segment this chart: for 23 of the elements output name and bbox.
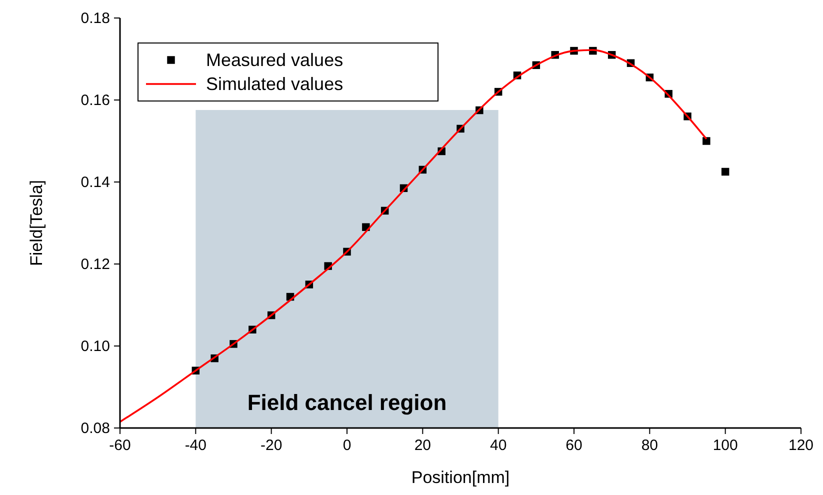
point bbox=[702, 137, 710, 145]
legend-label: Measured values bbox=[206, 50, 344, 70]
y-tick-label: 0.14 bbox=[80, 174, 110, 191]
y-tick-label: 0.18 bbox=[80, 10, 110, 27]
y-axis-title: Field[Tesla] bbox=[27, 180, 46, 266]
y-tick-label: 0.10 bbox=[80, 338, 110, 355]
y-tick-label: 0.12 bbox=[80, 256, 110, 273]
legend-label: Simulated values bbox=[206, 74, 344, 94]
x-tick-label: -60 bbox=[109, 437, 131, 454]
x-tick-label: -40 bbox=[184, 437, 207, 454]
band-label: Field cancel region bbox=[247, 390, 447, 415]
y-tick-label: 0.16 bbox=[80, 92, 110, 109]
x-tick-label: 100 bbox=[712, 437, 738, 454]
x-tick-label: 120 bbox=[788, 437, 814, 454]
x-tick-label: -20 bbox=[260, 437, 282, 454]
x-tick-label: 80 bbox=[641, 437, 658, 454]
x-tick-label: 20 bbox=[414, 437, 432, 454]
x-axis-title: Position[mm] bbox=[411, 468, 510, 487]
x-tick-label: 60 bbox=[566, 437, 582, 454]
x-tick-label: 40 bbox=[490, 437, 507, 454]
point bbox=[721, 168, 730, 176]
x-tick-label: 0 bbox=[342, 437, 352, 454]
y-tick-label: 0.08 bbox=[80, 420, 110, 437]
